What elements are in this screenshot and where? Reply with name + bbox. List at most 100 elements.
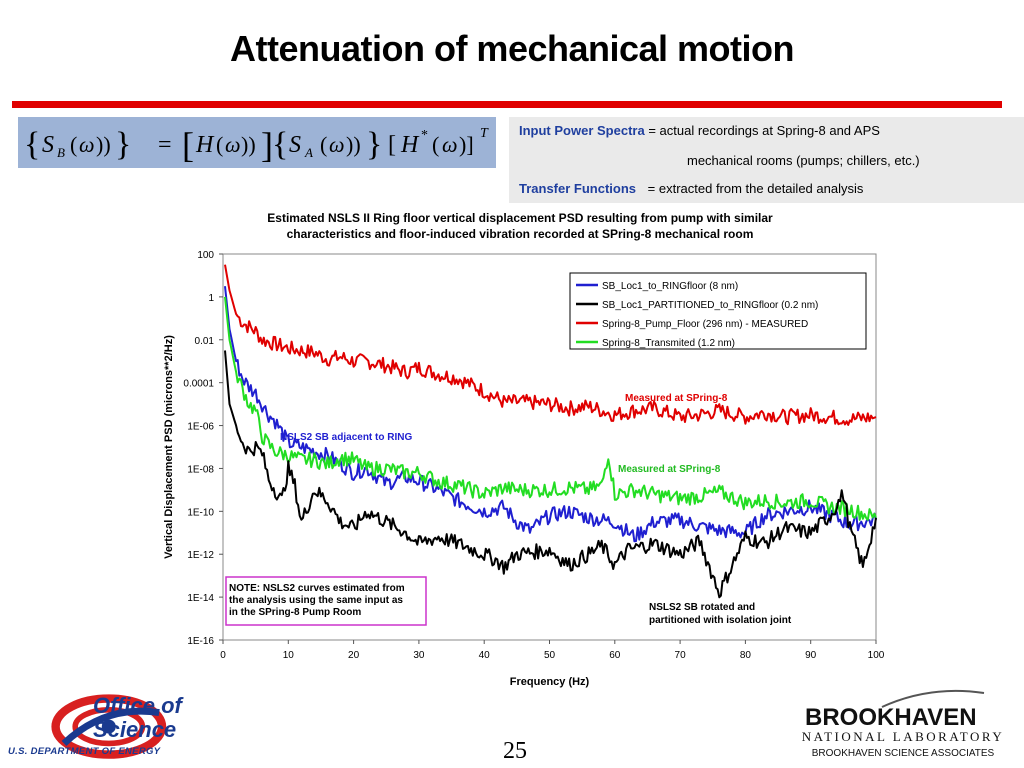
svg-text:ω: ω <box>329 132 345 157</box>
x-axis-label: Frequency (Hz) <box>510 676 590 688</box>
office-of-line: Office of <box>93 693 182 718</box>
equation-formula: { S B ( ω )) } = [ H ( ω )) ] { S A ( ω … <box>24 125 489 165</box>
svg-text:A: A <box>304 145 313 160</box>
svg-text:ω: ω <box>442 132 458 157</box>
note-line: the analysis using the same input as <box>229 595 403 606</box>
transfer-functions-row: Transfer Functions = extracted from the … <box>519 181 863 196</box>
info-box: Input Power Spectra = actual recordings … <box>509 117 1024 203</box>
y-tick-label: 1E-06 <box>187 422 214 433</box>
svg-text:S: S <box>42 132 54 158</box>
legend-entry: SB_Loc1_PARTITIONED_to_RINGfloor (0.2 nm… <box>602 300 818 311</box>
svg-text:(: ( <box>216 132 223 157</box>
x-tick-label: 30 <box>413 650 425 661</box>
x-tick-label: 90 <box>805 650 817 661</box>
input-spectra-continuation: mechanical rooms (pumps; chillers, etc.) <box>687 153 920 168</box>
office-of-science-text: Office of Science <box>93 694 182 742</box>
series-line <box>224 286 877 543</box>
science-line: Science <box>93 717 177 742</box>
brookhaven-name: BROOKHAVEN <box>805 704 977 731</box>
input-spectra-row: Input Power Spectra = actual recordings … <box>519 123 880 138</box>
chart-annotation: Measured at SPring-8 <box>625 393 728 404</box>
svg-text:)): )) <box>346 132 361 157</box>
series-line <box>224 296 877 521</box>
svg-text:=: = <box>158 132 172 158</box>
svg-text:H: H <box>195 132 215 158</box>
svg-text:}: } <box>366 126 382 163</box>
x-tick-label: 40 <box>479 650 491 661</box>
legend-entry: Spring-8_Transmited (1.2 nm) <box>602 338 735 349</box>
gridlines <box>219 253 877 644</box>
y-tick-label: 1 <box>208 293 214 304</box>
note-line: in the SPring-8 Pump Room <box>229 607 361 618</box>
chart-annotation: Measured at SPring-8 <box>618 464 721 475</box>
brookhaven-science-associates-text: BROOKHAVEN SCIENCE ASSOCIATES <box>811 748 995 759</box>
svg-text:ω: ω <box>79 132 95 157</box>
svg-text:*: * <box>421 128 428 143</box>
y-tick-label: 1E-16 <box>187 636 214 647</box>
transfer-functions-label: Transfer Functions <box>519 181 637 196</box>
x-tick-label: 50 <box>544 650 556 661</box>
y-tick-labels: 100 1 0.01 0.0001 1E-06 1E-08 1E-10 1E-12 1E-14 1… <box>183 250 214 647</box>
y-tick-label: 0.0001 <box>183 379 214 390</box>
legend-entry: Spring-8_Pump_Floor (296 nm) - MEASURED <box>602 319 808 330</box>
doe-label: U.S. DEPARTMENT OF ENERGY <box>8 746 161 757</box>
chart-title-line: Estimated NSLS II Ring floor vertical di… <box>267 211 773 225</box>
chart-annotation: NSLS2 SB rotated and <box>649 602 755 613</box>
chart-legend: SB_Loc1_to_RINGfloor (8 nm) SB_Loc1_PARTI… <box>569 272 867 350</box>
note-line: NOTE: NSLS2 curves estimated from <box>229 583 405 594</box>
y-tick-label: 1E-08 <box>187 464 214 475</box>
note-border <box>225 576 427 626</box>
chart-title: Estimated NSLS II Ring floor vertical di… <box>267 211 773 241</box>
x-tick-label: 10 <box>283 650 295 661</box>
svg-text:(: ( <box>320 132 327 157</box>
svg-text:}: } <box>115 126 131 163</box>
svg-text:[: [ <box>388 132 396 158</box>
svg-text:{: { <box>272 126 288 163</box>
transfer-functions-value: = extracted from the detailed analysis <box>647 181 864 196</box>
y-tick-label: 0.01 <box>195 336 215 347</box>
series-line <box>224 264 877 426</box>
page-number: 25 <box>503 738 527 764</box>
series-group <box>224 264 877 599</box>
input-spectra-label: Input Power Spectra <box>519 123 645 138</box>
svg-text:{: { <box>24 126 40 163</box>
y-tick-label: 1E-14 <box>187 593 214 604</box>
equation-box: { S B ( ω )) } = [ H ( ω )) ] { S A ( ω … <box>18 117 496 168</box>
x-tick-label: 0 <box>220 650 226 661</box>
svg-text:)): )) <box>96 132 111 157</box>
svg-text:H: H <box>400 132 420 158</box>
x-tick-label: 100 <box>868 650 885 661</box>
svg-text:S: S <box>289 132 301 158</box>
svg-text:(: ( <box>70 132 77 157</box>
y-tick-label: 1E-10 <box>187 507 214 518</box>
x-tick-label: 20 <box>348 650 360 661</box>
series-line <box>224 350 877 599</box>
legend-box <box>569 272 867 350</box>
svg-text:[: [ <box>182 125 194 165</box>
x-tick-label: 70 <box>675 650 687 661</box>
chart-annotations: Measured at SPring-8 NSLS2 SB adjacent to… <box>280 393 792 626</box>
chart-title-line: characteristics and floor-induced vibrat… <box>287 227 754 241</box>
chart-annotation: NSLS2 SB adjacent to RING <box>280 432 412 443</box>
svg-text:)]: )] <box>459 132 474 157</box>
x-tick-label: 60 <box>609 650 621 661</box>
y-tick-label: 1E-12 <box>187 550 214 561</box>
slide-title: Attenuation of mechanical motion <box>229 28 795 69</box>
office-of-science-logo-icon <box>51 694 167 759</box>
x-tick-labels: 0 10 20 30 40 50 60 70 80 90 100 <box>220 650 885 661</box>
x-tick-label: 80 <box>740 650 752 661</box>
brookhaven-swoosh-icon <box>881 689 985 708</box>
svg-text:)): )) <box>241 132 256 157</box>
svg-text:B: B <box>57 145 65 160</box>
svg-text:]: ] <box>261 125 273 165</box>
chart-annotation: partitioned with isolation joint <box>649 615 792 626</box>
legend-entry: SB_Loc1_to_RINGfloor (8 nm) <box>602 281 738 292</box>
title-underline-bar <box>12 101 1002 108</box>
psd-chart: Estimated NSLS II Ring floor vertical di… <box>163 211 885 688</box>
y-axis-label: Vertical Displacement PSD (microns**2/Hz… <box>163 335 175 559</box>
svg-text:ω: ω <box>225 132 241 157</box>
y-tick-label: 100 <box>197 250 214 261</box>
national-laboratory-text: NATIONAL LABORATORY <box>801 729 1005 744</box>
input-spectra-value: = actual recordings at Spring-8 and APS <box>648 123 880 138</box>
